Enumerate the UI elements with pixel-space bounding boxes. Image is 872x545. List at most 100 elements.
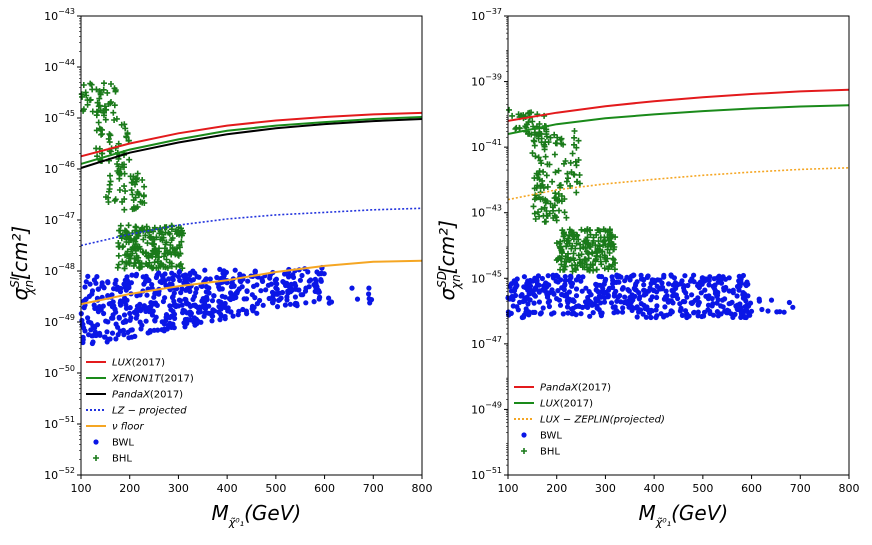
- limit-line-lux-zeplin-projected-: [507, 167, 850, 201]
- bhl-point: [561, 209, 568, 216]
- bwl-point: [117, 300, 123, 306]
- bwl-point: [594, 303, 600, 309]
- bhl-point: [562, 253, 569, 260]
- bwl-point: [562, 274, 568, 280]
- legend: PandaX(2017) LUX(2017) LUX − ZEPLIN(projec…: [514, 383, 665, 458]
- bhl-point: [101, 103, 108, 110]
- bwl-point: [112, 281, 118, 287]
- bhl-point: [543, 131, 550, 138]
- x-tick-label: 300: [168, 482, 189, 495]
- bwl-point: [167, 320, 173, 326]
- bwl-point: [622, 278, 628, 284]
- bhl-point: [534, 174, 541, 181]
- bhl-point: [551, 151, 558, 158]
- bhl-point: [134, 257, 141, 264]
- bhl-point: [150, 264, 157, 271]
- bwl-point: [699, 281, 705, 287]
- bwl-point: [220, 303, 227, 309]
- bwl-point: [684, 314, 690, 321]
- bwl-point: [738, 310, 745, 316]
- bwl-point: [562, 283, 568, 289]
- bhl-point: [127, 236, 134, 243]
- bhl-point: [563, 258, 570, 265]
- bwl-point: [695, 301, 701, 307]
- bwl-point: [251, 283, 257, 289]
- bhl-point: [573, 144, 580, 151]
- bwl-point: [190, 296, 196, 302]
- bwl-point: [781, 309, 787, 315]
- bwl-point: [269, 299, 276, 305]
- bhl-point: [126, 260, 133, 267]
- bhl-point: [587, 231, 594, 238]
- bwl-point: [202, 298, 208, 304]
- bwl-point: [110, 299, 116, 305]
- bhl-point: [165, 229, 172, 236]
- bwl-point: [128, 280, 134, 286]
- bwl-point: [182, 274, 188, 280]
- bwl-point: [706, 282, 712, 288]
- bhl-point: [506, 106, 512, 113]
- y-tick-label: 10−49: [44, 313, 75, 329]
- bwl-point: [269, 289, 276, 295]
- bwl-point: [146, 309, 152, 315]
- bhl-point: [549, 178, 556, 185]
- bhl-point: [96, 95, 103, 102]
- bhl-point: [113, 115, 120, 122]
- bhl-point: [563, 178, 570, 185]
- bwl-point: [695, 313, 701, 319]
- bwl-point: [691, 310, 697, 316]
- bhl-point: [134, 189, 141, 195]
- bwl-point: [129, 327, 135, 333]
- bwl-point: [677, 301, 683, 307]
- bhl-point: [578, 251, 585, 258]
- bwl-point: [245, 278, 251, 284]
- bwl-point: [207, 276, 213, 282]
- bhl-point: [578, 226, 585, 233]
- bhl-point: [546, 161, 553, 168]
- bwl-point: [172, 315, 178, 321]
- bwl-point: [237, 271, 243, 277]
- bhl-point: [564, 170, 571, 177]
- bhl-point: [558, 140, 565, 147]
- y-tick-label: 10−51: [44, 415, 75, 431]
- bhl-point: [161, 253, 167, 260]
- bwl-point: [541, 283, 547, 289]
- bwl-point: [311, 282, 317, 288]
- bwl-point: [555, 288, 561, 294]
- y-axis-label: σSDχn[cm²]: [435, 220, 463, 300]
- bwl-point: [685, 282, 691, 289]
- y-tick-label: 10−48: [44, 262, 75, 278]
- bwl-point: [290, 272, 296, 278]
- bhl-point: [116, 227, 123, 234]
- bwl-point: [643, 314, 649, 320]
- bhl-point: [144, 240, 151, 247]
- bwl-point: [659, 280, 665, 286]
- y-tick-label: 10−39: [471, 73, 502, 89]
- si-cross-section-panel: 100 200 300 400 500 600 700 800 10−52 10−51 10−50 1…: [8, 7, 433, 529]
- bwl-point: [177, 298, 183, 304]
- bwl-point: [527, 297, 533, 303]
- bhl-point: [558, 198, 565, 205]
- bwl-point: [573, 312, 579, 318]
- bhl-point: [171, 249, 178, 256]
- bwl-point: [663, 288, 669, 294]
- bwl-point: [299, 272, 305, 279]
- bwl-point: [557, 302, 564, 308]
- bwl-point: [240, 306, 246, 313]
- bwl-point: [201, 313, 207, 319]
- bhl-point: [530, 203, 537, 210]
- bhl-point: [133, 224, 140, 231]
- bhl-point: [608, 242, 614, 249]
- bhl-point: [533, 184, 540, 191]
- y-tick-label: 10−43: [471, 204, 502, 220]
- bhl-point: [590, 234, 597, 241]
- y-tick-label: 10−47: [44, 211, 75, 227]
- bhl-point: [178, 232, 185, 239]
- bhl-point: [176, 244, 183, 251]
- bwl-point: [598, 310, 604, 316]
- bwl-point: [546, 282, 552, 288]
- bwl-point: [527, 286, 533, 292]
- bwl-point: [579, 288, 585, 294]
- bhl-point: [585, 255, 592, 262]
- bwl-point: [743, 282, 749, 289]
